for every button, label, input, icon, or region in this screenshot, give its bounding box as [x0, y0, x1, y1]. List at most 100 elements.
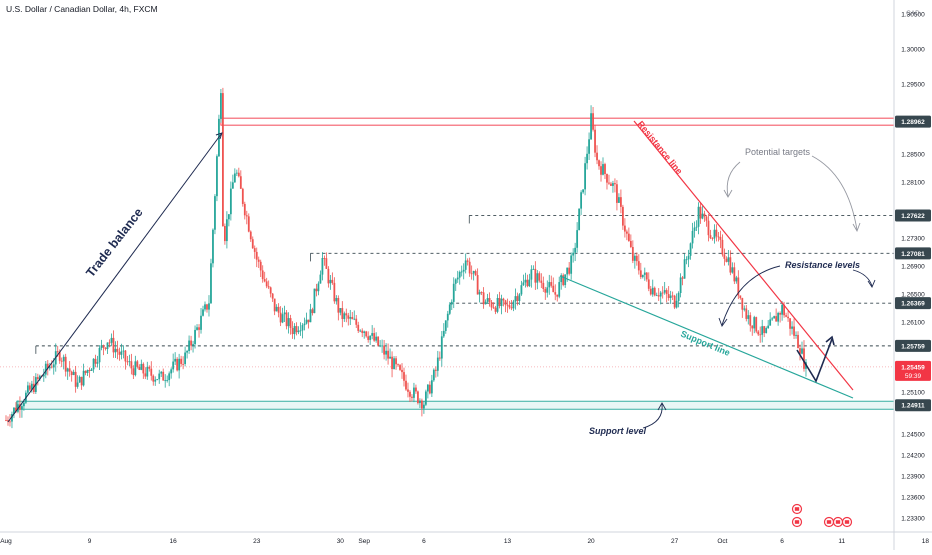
candle-body	[297, 330, 300, 333]
plot-background	[0, 0, 894, 550]
y-tick-label: 1.23300	[901, 516, 925, 523]
candle-body	[333, 282, 336, 302]
candle-body	[733, 267, 736, 282]
resistance-levels-arrow-right	[852, 269, 873, 287]
candle-body	[701, 213, 704, 219]
candle-body	[182, 363, 185, 365]
candle-body	[448, 304, 451, 314]
candle-body	[315, 288, 318, 292]
y-tick-label: 1.24500	[901, 432, 925, 439]
candle-body	[707, 220, 710, 236]
candle-body	[62, 356, 65, 362]
candle-body	[84, 370, 87, 373]
candle-body	[665, 290, 668, 295]
candle-body	[229, 188, 232, 215]
candle-body	[715, 229, 718, 237]
candle-body	[331, 279, 334, 283]
candle-body	[699, 206, 702, 219]
candle-body	[367, 336, 370, 340]
price-level-badge[interactable]	[895, 339, 931, 352]
candle-body	[150, 368, 153, 376]
candle-body	[168, 373, 171, 381]
candle-body	[128, 361, 131, 363]
candle-body	[120, 351, 123, 355]
projection-path[interactable]	[796, 338, 833, 383]
candle-body	[146, 366, 149, 377]
candle-body	[100, 345, 103, 348]
candle-body	[301, 325, 304, 331]
candle-body	[494, 307, 497, 312]
candle-body	[92, 358, 95, 370]
candle-body	[345, 313, 348, 316]
candle-body	[456, 277, 459, 280]
price-level-badge[interactable]	[895, 399, 931, 412]
candle-body	[450, 301, 453, 305]
candle-body	[432, 369, 435, 381]
resistance-trendline[interactable]	[633, 120, 854, 391]
candle-body	[371, 333, 374, 336]
event-markers[interactable]	[791, 503, 853, 528]
candle-body	[608, 182, 610, 184]
candle-body	[480, 292, 483, 293]
candle-body	[568, 267, 571, 274]
candle-body	[279, 312, 282, 323]
candle-body	[747, 315, 750, 319]
price-level-badge[interactable]	[895, 115, 931, 128]
candle-body	[94, 358, 97, 364]
candle-body	[335, 297, 338, 302]
target-arrow-left-head	[723, 189, 733, 198]
candle-body	[245, 215, 248, 217]
candle-body	[773, 316, 776, 319]
price-level-badge[interactable]	[895, 247, 931, 260]
candle-body	[257, 259, 260, 262]
price-level-badge[interactable]	[895, 297, 931, 310]
candle-body	[560, 275, 563, 283]
candle-body	[419, 400, 421, 404]
candle-body	[216, 156, 218, 197]
candle-body	[552, 285, 555, 293]
candle-body	[42, 374, 45, 377]
candle-body	[777, 312, 780, 322]
candle-body	[190, 340, 192, 346]
candle-body	[430, 380, 433, 394]
candle-body	[681, 277, 684, 279]
candle-body	[492, 307, 495, 309]
candle-body	[58, 352, 61, 361]
candle-body	[52, 364, 55, 368]
time-axis[interactable]: Aug 9 16 23 30 Sep 6 13 20 27 Oct 6 11 18	[0, 538, 929, 545]
candle-body	[548, 282, 551, 288]
candle-body	[757, 331, 760, 335]
candle-body	[365, 331, 368, 337]
candle-body	[160, 371, 163, 374]
candle-body	[124, 350, 127, 362]
candle-body	[200, 315, 202, 330]
candle-body	[472, 271, 475, 274]
candle-body	[224, 226, 226, 242]
price-axis[interactable]: 1.30500 1.30000 1.29500 1.28500 1.28100 1.273…	[901, 12, 925, 523]
price-level-label: 1.27622	[901, 213, 925, 220]
candle-body	[801, 348, 803, 354]
candle-body	[703, 213, 706, 217]
candle-body	[130, 361, 133, 369]
candle-body	[721, 239, 724, 255]
candle-body	[554, 292, 557, 295]
candle-body	[763, 326, 766, 333]
candle-body	[434, 369, 437, 371]
price-level-label: 1.26369	[901, 301, 925, 308]
candle-body	[347, 315, 350, 319]
candle-body	[530, 269, 533, 280]
candle-body	[126, 361, 129, 363]
event-flag-icon-inner	[835, 520, 841, 524]
support-zone[interactable]	[16, 400, 895, 410]
trade-balance-trendline[interactable]	[7, 132, 223, 423]
candle-body	[683, 259, 686, 279]
current-price-badge[interactable]	[895, 360, 931, 381]
y-tick-label: 1.29500	[901, 82, 925, 89]
candle-body	[265, 281, 268, 287]
support-trendline[interactable]	[559, 275, 854, 399]
candle-body	[753, 317, 756, 329]
price-axis-background	[894, 0, 932, 550]
x-tick-label: 9	[88, 538, 92, 545]
price-level-badge[interactable]	[895, 209, 931, 222]
